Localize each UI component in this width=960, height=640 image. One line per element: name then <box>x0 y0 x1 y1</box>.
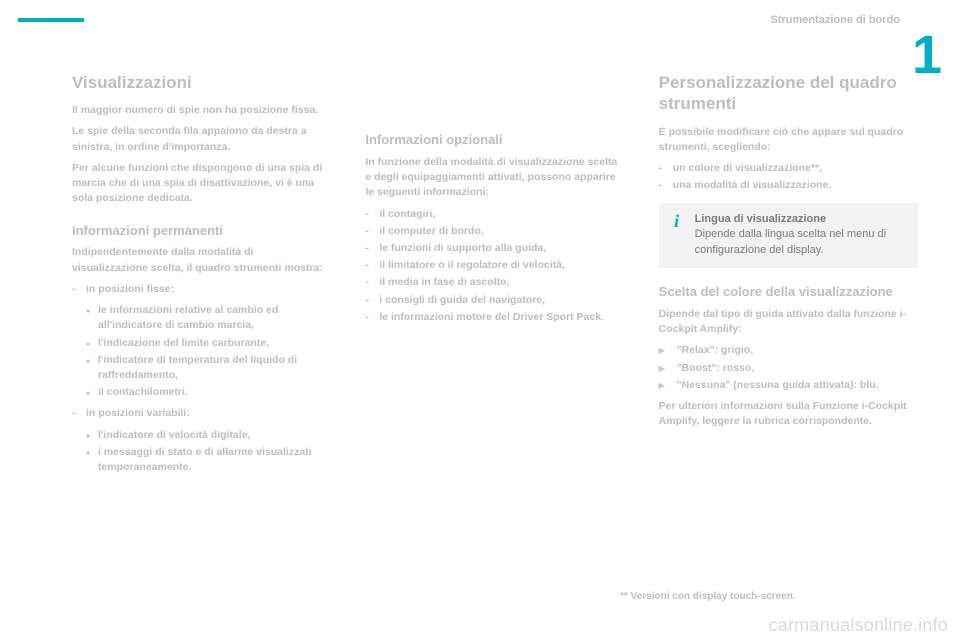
para: È possibile modificare ciò che appare su… <box>659 125 918 155</box>
info-box-lingua: i Lingua di visualizzazione Dipende dall… <box>659 203 918 268</box>
list-variable-positions: in posizioni variabili: <box>72 406 331 421</box>
list-item: l'indicatore di temperatura del liquido … <box>72 353 331 383</box>
list-item: il media in fase di ascolto, <box>365 275 624 290</box>
list-item: le informazioni relative al cambio ed al… <box>72 303 331 333</box>
heading-info-opzionali: Informazioni opzionali <box>365 132 624 149</box>
heading-personalizzazione: Personalizzazione del quadro strumenti <box>659 72 918 115</box>
column-left: Visualizzazioni Il maggior numero di spi… <box>72 72 331 481</box>
list-item: le funzioni di supporto alla guida, <box>365 241 624 256</box>
para: Per alcune funzioni che dispongono di un… <box>72 161 331 207</box>
list-item: il contachilometri. <box>72 385 331 400</box>
list-item: l'indicatore di velocità digitale, <box>72 428 331 443</box>
heading-info-permanenti: Informazioni permanenti <box>72 223 331 240</box>
list-item: "Boost": rosso, <box>659 361 918 376</box>
para: In funzione della modalità di visualizza… <box>365 155 624 201</box>
list-optional-info: il contagiri, il computer di bordo, le f… <box>365 207 624 326</box>
list-item: in posizioni variabili: <box>72 406 331 421</box>
para: Dipende dal tipo di guida attivato dalla… <box>659 307 918 337</box>
page: Strumentazione di bordo 1 Visualizzazion… <box>0 0 960 640</box>
list-choices: un colore di visualizzazione**, una moda… <box>659 161 918 193</box>
heading-visualizzazioni: Visualizzazioni <box>72 72 331 93</box>
info-box-title: Lingua di visualizzazione <box>695 213 906 225</box>
list-fixed-positions: in posizioni fisse: <box>72 282 331 297</box>
accent-bar <box>18 18 84 22</box>
list-item: il computer di bordo, <box>365 224 624 239</box>
column-middle: Informazioni opzionali In funzione della… <box>365 72 624 481</box>
list-item: le informazioni motore del Driver Sport … <box>365 310 624 325</box>
footer-url: carmanualsonline.info <box>769 615 948 636</box>
list-item: in posizioni fisse: <box>72 282 331 297</box>
info-box-text: Dipende dalla lingua scelta nel menu di … <box>695 227 906 258</box>
column-right: Personalizzazione del quadro strumenti È… <box>659 72 918 481</box>
list-item: "Nessuna" (nessuna guida attivata): blu. <box>659 378 918 393</box>
para: Il maggior numero di spie non ha posizio… <box>72 103 331 118</box>
list-drive-modes: "Relax": grigio, "Boost": rosso, "Nessun… <box>659 343 918 393</box>
list-item: il contagiri, <box>365 207 624 222</box>
list-item: i messaggi di stato e di allarme visuali… <box>72 445 331 475</box>
list-item: il limitatore o il regolatore di velocit… <box>365 258 624 273</box>
footnote: ** Versioni con display touch-screen. <box>620 591 796 602</box>
para: Le spie della seconda fila appaiono da d… <box>72 124 331 154</box>
list-item: "Relax": grigio, <box>659 343 918 358</box>
list-item: una modalità di visualizzazione. <box>659 178 918 193</box>
breadcrumb: Strumentazione di bordo <box>770 14 900 26</box>
list-fixed-items: le informazioni relative al cambio ed al… <box>72 303 331 400</box>
content-columns: Visualizzazioni Il maggior numero di spi… <box>72 72 918 481</box>
heading-scelta-colore: Scelta del colore della visualizzazione <box>659 284 918 301</box>
list-variable-items: l'indicatore di velocità digitale, i mes… <box>72 428 331 476</box>
list-item: l'indicazione del limite carburante, <box>72 336 331 351</box>
list-item: i consigli di guida del navigatore, <box>365 293 624 308</box>
list-item: un colore di visualizzazione**, <box>659 161 918 176</box>
para: Indipendentemente dalla modalità di visu… <box>72 245 331 275</box>
info-icon: i <box>669 213 685 229</box>
para: Per ulteriori informazioni sulla Funzion… <box>659 399 918 429</box>
